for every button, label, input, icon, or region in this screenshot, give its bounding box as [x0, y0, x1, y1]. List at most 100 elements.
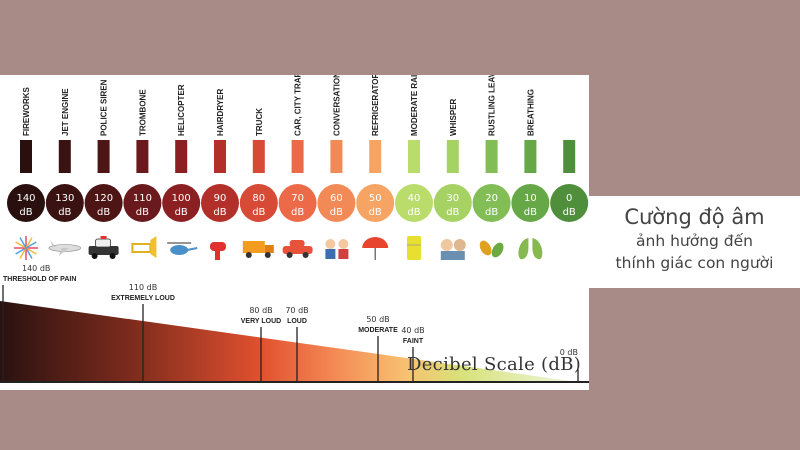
decibel-circle	[7, 184, 45, 222]
decibel-circle	[356, 184, 395, 222]
source-label: MODERATE RAINFALL	[410, 75, 419, 136]
source-column: CONVERSATION 60 dB	[317, 75, 356, 222]
decibel-unit: dB	[524, 207, 537, 218]
decibel-circle	[472, 184, 511, 222]
level-bar	[563, 140, 576, 173]
decibel-unit: dB	[175, 207, 188, 218]
scale-marker: 110 dB EXTREMELY LOUD	[111, 283, 175, 382]
marker-label: LOUD	[287, 318, 307, 325]
source-label: TROMBONE	[138, 89, 147, 136]
decibel-value: 20	[485, 193, 498, 204]
conversation-icon	[325, 239, 349, 259]
level-bar	[97, 140, 110, 173]
decibel-unit: dB	[291, 207, 304, 218]
level-bar	[291, 140, 304, 173]
source-label: CAR, CITY TRAFFIC	[294, 75, 303, 136]
decibel-value: 100	[172, 193, 191, 204]
decibel-circle	[511, 184, 550, 222]
level-bar	[136, 140, 149, 173]
source-column: 0 dB	[550, 140, 589, 222]
caption-line-1: Cường độ âm	[624, 205, 765, 229]
decibel-circle	[239, 184, 278, 222]
source-column: HELICOPTER 100 dB	[162, 84, 201, 222]
marker-label: VERY LOUD	[241, 318, 281, 325]
level-bar	[20, 140, 32, 173]
decibel-circle	[84, 184, 123, 222]
decibel-unit: dB	[97, 207, 110, 218]
level-bar	[252, 140, 265, 173]
police-car-icon	[88, 236, 119, 259]
hairdryer-icon	[210, 242, 226, 260]
marker-label: THRESHOLD OF PAIN	[3, 276, 76, 283]
source-label: TRUCK	[255, 108, 264, 136]
level-bar	[330, 140, 343, 173]
decibel-circle	[317, 184, 356, 222]
decibel-gradient-wedge	[0, 301, 578, 382]
trombone-icon	[131, 236, 157, 258]
decibel-value: 60	[330, 193, 343, 204]
level-bar	[175, 140, 188, 173]
decibel-value: 50	[369, 193, 382, 204]
decibel-unit: dB	[213, 207, 226, 218]
decibel-circle	[550, 184, 589, 222]
decibel-circle	[123, 184, 162, 222]
marker-db: 80 dB	[249, 306, 272, 315]
source-column: CAR, CITY TRAFFIC 70 dB	[278, 75, 317, 222]
scale-marker: 40 dB FAINT	[401, 326, 425, 382]
fireworks-icon	[14, 236, 38, 260]
scale-marker: 70 dB LOUD	[285, 306, 309, 382]
marker-db: 70 dB	[285, 306, 308, 315]
marker-db: 0 dB	[560, 348, 578, 357]
source-column: POLICE SIREN 120 dB	[84, 79, 123, 222]
level-bar	[58, 140, 71, 173]
caption-line-2: ảnh hưởng đến	[636, 232, 753, 250]
decibel-unit: dB	[330, 207, 343, 218]
umbrella-rain-icon	[362, 237, 389, 260]
truck-icon	[242, 241, 274, 258]
scale-marker: 80 dB VERY LOUD	[241, 306, 281, 382]
level-bar	[214, 140, 226, 173]
source-label: CONVERSATION	[332, 75, 341, 136]
decibel-value: 40	[408, 193, 421, 204]
decibel-value: 110	[133, 193, 152, 204]
scale-marker: 0 dB	[560, 348, 579, 382]
scale-title: Decibel Scale (dB)	[407, 354, 582, 375]
source-column: TRUCK 80 dB	[239, 108, 278, 222]
whisper-icon	[440, 239, 466, 260]
decibel-value: 130	[55, 193, 74, 204]
marker-label: FAINT	[403, 338, 424, 345]
decibel-unit: dB	[136, 207, 149, 218]
decibel-circle	[162, 184, 201, 222]
source-column: FIREWORKS 140 dB	[7, 86, 45, 222]
car-icon	[282, 240, 313, 258]
decibel-markers: 140 dB THRESHOLD OF PAIN 110 dB EXTREMELY L…	[2, 264, 579, 382]
level-bar	[369, 140, 382, 173]
decibel-circle	[201, 184, 239, 222]
source-label: POLICE SIREN	[100, 79, 109, 136]
marker-db: 50 dB	[366, 315, 389, 324]
decibel-value: 90	[214, 193, 227, 204]
decibel-value: 0	[566, 193, 572, 204]
decibel-unit: dB	[407, 207, 420, 218]
source-label: HELICOPTER	[177, 84, 186, 136]
source-column: JET ENGINE 130 dB	[45, 88, 84, 222]
decibel-circle	[395, 184, 433, 222]
decibel-value: 120	[94, 193, 113, 204]
level-bar	[408, 140, 420, 173]
decibel-value: 30	[446, 193, 459, 204]
decibel-chart-panel: FIREWORKS 140 dB JET ENGINE 130 dB POLICE SIRE…	[0, 75, 589, 390]
decibel-unit: dB	[58, 207, 71, 218]
refrigerator-icon	[407, 236, 421, 260]
source-label: JET ENGINE	[61, 88, 70, 136]
level-bar	[524, 140, 537, 173]
lungs-icon	[518, 238, 543, 260]
decibel-circle	[433, 184, 472, 222]
leaves-icon	[479, 240, 504, 258]
decibel-unit: dB	[369, 207, 382, 218]
source-label: FIREWORKS	[22, 86, 31, 136]
decibel-circle	[45, 184, 84, 222]
decibel-scale	[0, 301, 589, 383]
marker-db: 110 dB	[129, 283, 157, 292]
